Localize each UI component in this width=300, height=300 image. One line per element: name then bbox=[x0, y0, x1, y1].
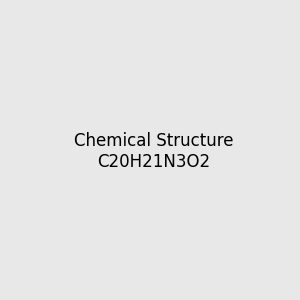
Text: Chemical Structure
C20H21N3O2: Chemical Structure C20H21N3O2 bbox=[74, 132, 233, 171]
